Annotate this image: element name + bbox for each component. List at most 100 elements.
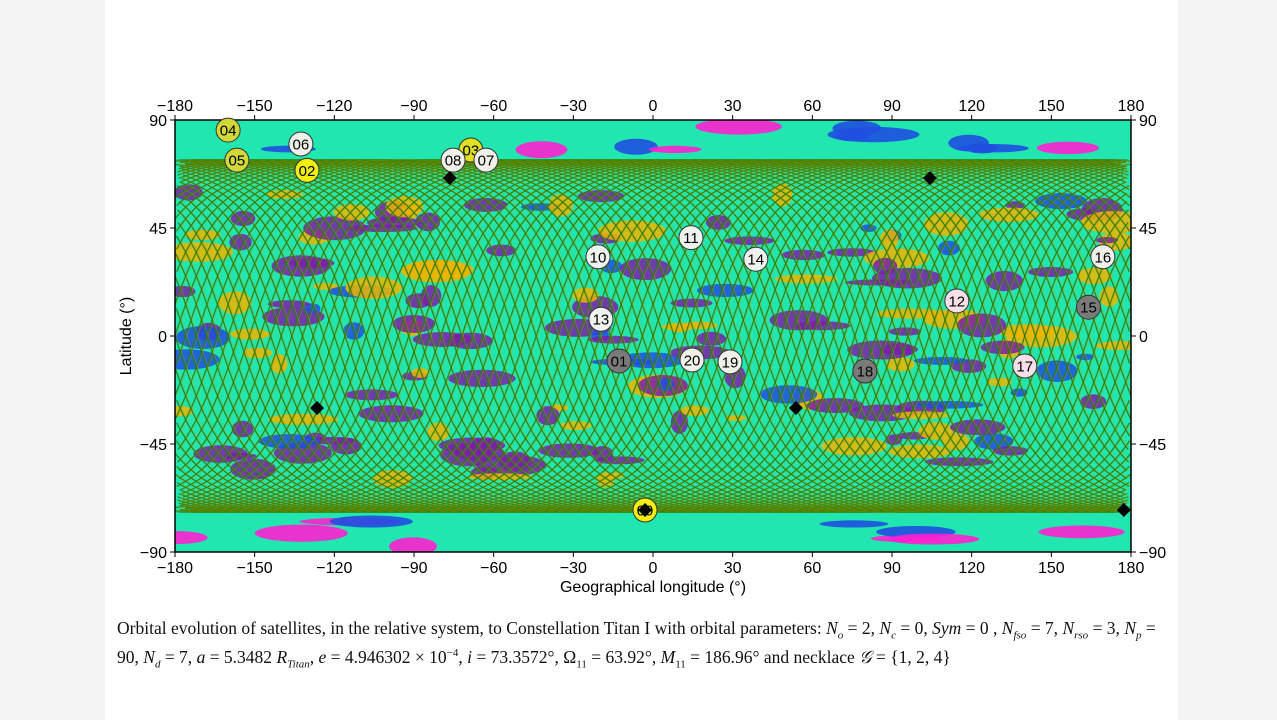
surface-patch [1028,266,1074,277]
ground-track [185,159,1127,513]
caption-segment: = 186.96° and necklace [685,646,860,667]
caption-segment: N [879,618,892,638]
ground-track [183,159,1122,513]
ground-track-shadow [192,159,1131,513]
y-tick-label-right: 45 [1139,221,1157,238]
diamond-marker [638,503,653,517]
satellite-circle [743,246,769,272]
caption-segment: = 0 , [961,618,1002,638]
x-tick-label-top: −30 [560,98,587,115]
polar-patch [614,138,658,155]
surface-patch [979,207,1040,222]
caption-segment: = {1, 2, 4} [871,646,951,667]
caption-segment: N [1062,618,1075,638]
ground-track-shadow [180,159,1123,513]
ground-track-shadow [183,159,1127,513]
polar-patch [819,520,889,528]
satellite-label: 06 [293,137,310,154]
satellite-marker: 12 [944,288,970,314]
surface-patch [289,257,335,269]
x-tick-label-bottom: −90 [400,560,427,577]
caption-segment: 11 [576,658,587,670]
satellite-label: 19 [722,354,739,371]
diamond-marker [310,401,325,415]
surface-patch [1076,267,1112,284]
x-tick-label-top: −180 [157,98,193,115]
surface-patch [821,437,887,456]
satellite-marker: 13 [588,306,614,332]
x-tick-label-top: 150 [1038,98,1065,115]
satellite-circle [288,131,314,157]
ground-track [175,159,1128,513]
x-tick-label-bottom: 60 [803,560,821,577]
ground-track [185,159,1127,513]
ground-track-shadow [180,159,1128,513]
ground-track-shadow [183,159,1127,513]
x-tick-label-top: −120 [316,98,352,115]
ground-track-shadow [176,159,1118,513]
caption-segment: N [143,646,155,667]
caption-segment: = 7, [160,646,197,667]
satellite-label: 15 [1080,300,1097,317]
caption-segment: i [467,646,473,667]
x-tick-label-bottom: −60 [480,560,507,577]
ground-track-shadow [186,159,1125,513]
ground-track [184,159,1123,513]
caption-segment: = 0, [896,618,933,638]
ground-track-shadow [189,159,1128,513]
caption-segment: = 3, [1088,618,1125,638]
satellite-marker: 15 [1076,294,1102,320]
satellite-label: 20 [684,353,701,370]
ground-track [188,159,1126,513]
y-tick-label-left: 45 [149,221,167,238]
axes: −180 −180 −150 −150 −120 −120 −90 −90 −60 −60 −30 −… [140,98,1166,577]
y-tick-label-left: 0 [158,329,167,346]
caption-segment: rso [1074,629,1089,642]
satellite-marker: 17 [1012,353,1038,379]
x-tick-label-bottom: 30 [724,560,742,577]
diamond-marker [1116,503,1131,517]
satellite-label: 07 [478,153,495,170]
caption-segment: = 4.946302 × 10 [326,646,447,667]
caption-segment: Titan [287,658,310,670]
ground-track [191,159,1131,513]
ground-track [176,159,1129,513]
satellite-circle [473,147,499,173]
x-tick-label-bottom: 120 [958,560,985,577]
caption-segment: = 5.3482 [205,646,277,667]
satellite-circle [294,157,320,183]
ground-track-shadow [176,159,1131,513]
x-tick-label-top: 30 [724,98,742,115]
satellite-circle [588,306,614,332]
y-axis-label: Latitude (°) [118,297,135,375]
satellite-marker: 20 [679,347,705,373]
surface-patch [987,377,1012,387]
satellite-circle [678,225,704,251]
polar-patch [957,144,1029,153]
ground-track-shadow [187,159,1128,513]
ground-track [190,159,1131,513]
satellite-circle [585,244,611,270]
satellite-circle [215,117,241,143]
ground-track-shadow [177,159,1117,513]
satellite-circle [224,147,250,173]
caption-segment: N [1124,618,1136,638]
ground-track [180,159,1130,513]
ground-track [175,159,1115,513]
polar-patch [887,533,980,545]
satellite-circle [852,358,878,384]
polar-patch [648,145,702,154]
caption-segment: N [1001,618,1014,638]
satellite-marker: 14 [743,246,769,272]
ground-track [176,159,1128,513]
caption-segment: 11 [675,658,686,670]
ground-track-shadow [176,159,1131,513]
x-tick-label-bottom: −180 [157,560,193,577]
satellite-circle [440,147,466,173]
caption-segment: = 73.3572°, Ω [472,646,577,667]
satellite-circle [1012,353,1038,379]
ground-track-map: −180 −180 −150 −150 −120 −120 −90 −90 −60 −60 −30 −… [118,98,1166,596]
ground-track [178,159,1124,513]
polar-patch [175,531,208,545]
caption-segment: a [196,646,206,667]
